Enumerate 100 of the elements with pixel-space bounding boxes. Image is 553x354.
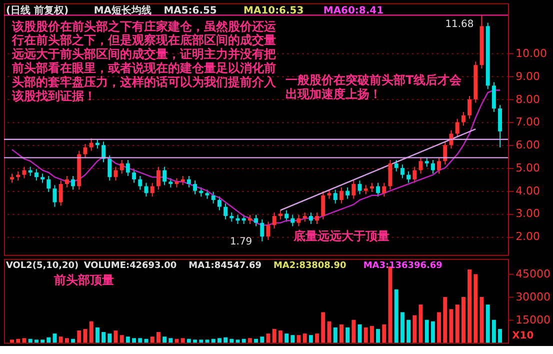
bar [321,312,326,343]
candlestick [394,159,398,172]
bar [254,338,258,343]
candlestick [412,166,417,184]
candlestick [58,180,63,206]
candlestick [492,82,496,112]
candlestick [333,189,338,204]
bar [186,338,191,343]
text: X10 [512,330,534,342]
bar [492,320,496,343]
bar [217,338,222,343]
candlestick [108,154,112,182]
candlestick [254,214,258,227]
bar [126,336,130,343]
bar [95,327,100,343]
annotation: 一般股价在突破前头部T线后才会出现加速度上扬！ [285,73,463,102]
bar [34,340,38,343]
bar [248,338,252,343]
bar [199,340,204,343]
bar [180,338,185,343]
bar [46,337,51,343]
bar [352,320,356,343]
annotation: 该股股价在前头部之下有庄家建仓，虽然股价还运行在前头部之下，但是观察现在底部区间的成交量远远大于前头部区间的成交量，证明主力并没有把前头部看在眼里，或者说现在的建仓量足以消化前头部的套牢盘压力，这样的话可以为我们提前介入该股找到证据！ [10,19,277,104]
candlestick [40,173,45,184]
candlestick [327,189,332,200]
candlestick [437,157,442,174]
annotation: 底量远远大于顶量 [292,228,390,243]
candlestick [22,166,26,179]
bar [138,338,142,343]
candlestick [272,212,276,230]
annotation: (日线 前复权) [6,4,69,16]
candlestick [89,138,94,152]
annotation: MA3:136396.69 [363,260,442,271]
bar [40,340,45,343]
candlestick [278,210,282,220]
bar [315,334,320,343]
candlestick [346,186,350,200]
bar [64,338,69,343]
bar [144,338,148,343]
annotation: 前头部顶量 [52,272,114,287]
candlestick [230,212,234,222]
bar [339,324,344,343]
bar [278,330,282,343]
candlestick [126,159,130,176]
bar [156,332,160,343]
bar [474,274,478,343]
candlestick [193,180,198,195]
bar [272,328,276,343]
candlestick [358,180,362,195]
candlestick [400,164,404,179]
annotation: MA10:6.53 [244,5,304,16]
bar [370,326,374,343]
y-tick-label: 9.00 [516,70,540,83]
candlestick [217,196,222,211]
bar [266,334,270,343]
candlestick [370,182,374,192]
bar [193,340,198,343]
candlestick [424,157,429,168]
candlestick [168,178,173,188]
y-tick-label: 6.00 [516,138,540,152]
candlestick [28,166,32,176]
annotation: MA2:83808.90 [274,260,346,271]
candlestick [174,178,179,188]
annotation: VOL2(5,10,20) [6,260,79,271]
candlestick [64,175,69,188]
y-tick-label: 45000 [516,268,550,281]
annotation: MA60:8.41 [323,5,384,16]
candlestick [83,143,88,158]
bar [132,338,136,343]
bar [174,338,179,343]
candlestick [114,166,118,182]
bar [114,330,118,343]
candlestick [186,175,191,188]
bar [443,296,448,343]
bar [28,338,32,343]
annotation: MA5:6.55 [164,5,217,16]
candlestick [461,111,466,126]
annotation: 11.68 [445,19,474,30]
bar [480,296,484,343]
bar [290,335,295,343]
candlestick [418,157,423,174]
candlestick [120,159,124,174]
y-tick-label: 30000 [516,290,550,304]
candlestick [315,212,320,224]
bar [242,338,246,343]
candlestick [102,141,106,163]
y-tick-label: 4.00 [516,184,540,198]
bar [406,320,411,343]
y-tick-label: 3.00 [516,207,540,220]
bar [10,340,14,343]
bar [455,304,460,343]
candlestick [284,210,289,222]
candlestick [52,184,57,208]
candlestick [224,202,228,220]
bar [327,321,332,343]
bar [364,327,368,343]
bar [284,334,289,343]
bar [302,334,307,343]
bar [52,334,57,343]
bar [346,327,350,343]
